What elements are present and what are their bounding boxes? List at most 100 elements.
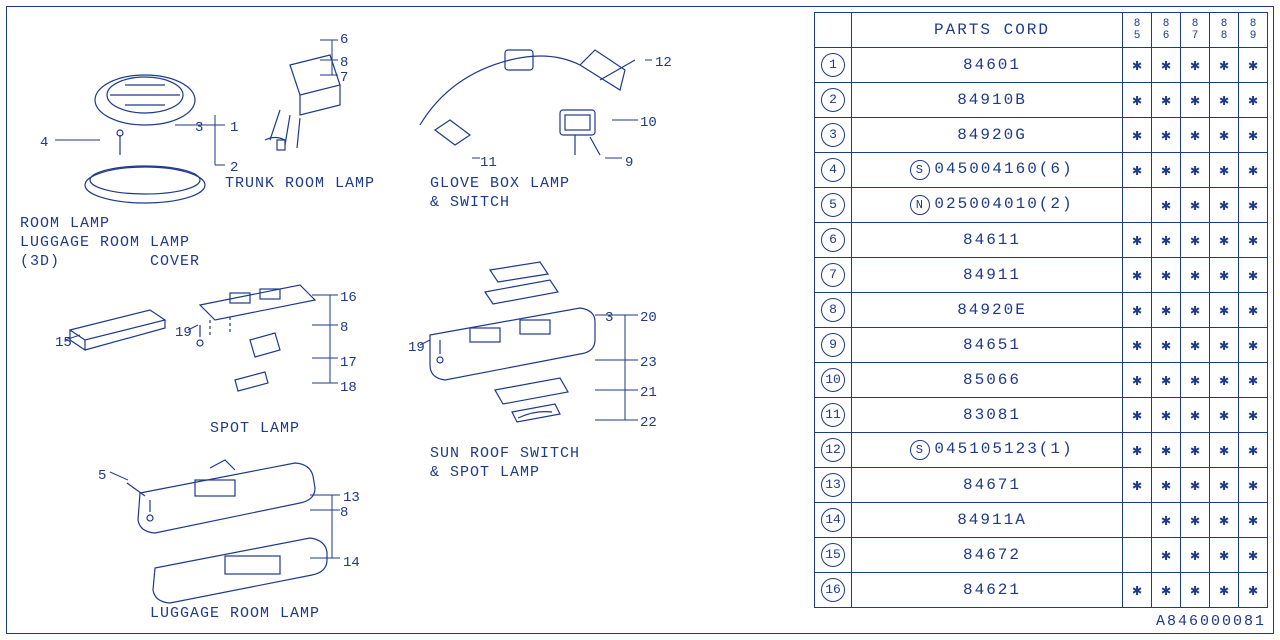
year-mark: ✱ [1152, 118, 1181, 153]
year-mark: ✱ [1123, 83, 1152, 118]
year-mark: ✱ [1239, 118, 1268, 153]
row-index: 4 [815, 153, 852, 188]
year-mark: ✱ [1152, 573, 1181, 608]
callout-23: 23 [640, 355, 657, 371]
group-label-spot-lamp: SPOT LAMP [210, 420, 300, 439]
part-code: 84651 [852, 328, 1123, 363]
part-code: 84911A [852, 503, 1123, 538]
year-mark: ✱ [1239, 538, 1268, 573]
part-code: S045004160(6) [852, 153, 1123, 188]
callout-3: 3 [195, 120, 203, 136]
year-mark: ✱ [1181, 118, 1210, 153]
callout-8: 8 [340, 505, 348, 521]
table-row: 4S045004160(6)✱✱✱✱✱ [815, 153, 1268, 188]
callout-11: 11 [480, 155, 497, 171]
callout-8: 8 [340, 320, 348, 336]
year-mark: ✱ [1152, 293, 1181, 328]
year-mark: ✱ [1239, 433, 1268, 468]
group-label-room-lamp: ROOM LAMP LUGGAGE ROOM LAMP (3D) COVER [20, 215, 200, 271]
year-mark: ✱ [1210, 503, 1239, 538]
year-mark: ✱ [1239, 48, 1268, 83]
part-code: 84910B [852, 83, 1123, 118]
part-code: 85066 [852, 363, 1123, 398]
row-index: 1 [815, 48, 852, 83]
callout-17: 17 [340, 355, 357, 371]
row-index: 3 [815, 118, 852, 153]
year-mark: ✱ [1181, 83, 1210, 118]
part-code: 84920E [852, 293, 1123, 328]
header-parts-cord: PARTS CORD [852, 13, 1123, 48]
year-mark: ✱ [1210, 293, 1239, 328]
table-row: 1584672✱✱✱✱ [815, 538, 1268, 573]
year-mark: ✱ [1181, 503, 1210, 538]
year-mark: ✱ [1152, 188, 1181, 223]
callout-18: 18 [340, 380, 357, 396]
year-mark: ✱ [1123, 48, 1152, 83]
parts-table-body: 184601✱✱✱✱✱284910B✱✱✱✱✱384920G✱✱✱✱✱4S045… [815, 48, 1268, 608]
callout-13: 13 [343, 490, 360, 506]
parts-table: PARTS CORD 85 86 87 88 89 184601✱✱✱✱✱284… [814, 12, 1268, 608]
year-mark: ✱ [1123, 223, 1152, 258]
year-mark: ✱ [1152, 328, 1181, 363]
year-mark: ✱ [1239, 223, 1268, 258]
callout-15: 15 [55, 335, 72, 351]
callout-16: 16 [340, 290, 357, 306]
row-index: 11 [815, 398, 852, 433]
part-code: 84611 [852, 223, 1123, 258]
row-index: 8 [815, 293, 852, 328]
part-code: N025004010(2) [852, 188, 1123, 223]
header-year-85: 85 [1123, 13, 1152, 48]
year-mark: ✱ [1123, 398, 1152, 433]
year-mark: ✱ [1123, 363, 1152, 398]
callout-19: 19 [408, 340, 425, 356]
row-index: 10 [815, 363, 852, 398]
group-label-glove-lamp: GLOVE BOX LAMP & SWITCH [430, 175, 570, 213]
callout-7: 7 [340, 70, 348, 86]
year-mark: ✱ [1210, 573, 1239, 608]
table-row: 12S045105123(1)✱✱✱✱✱ [815, 433, 1268, 468]
year-mark: ✱ [1181, 328, 1210, 363]
table-row: 684611✱✱✱✱✱ [815, 223, 1268, 258]
year-mark: ✱ [1181, 363, 1210, 398]
year-mark: ✱ [1210, 153, 1239, 188]
part-code: 84911 [852, 258, 1123, 293]
table-row: 1484911A✱✱✱✱ [815, 503, 1268, 538]
year-mark: ✱ [1239, 293, 1268, 328]
diagram-id: A846000081 [1156, 613, 1266, 630]
year-mark: ✱ [1239, 573, 1268, 608]
callout-6: 6 [340, 32, 348, 48]
group-label-trunk-lamp: TRUNK ROOM LAMP [225, 175, 375, 194]
year-mark: ✱ [1239, 328, 1268, 363]
header-blank [815, 13, 852, 48]
part-code: 84601 [852, 48, 1123, 83]
row-index: 13 [815, 468, 852, 503]
callout-12: 12 [655, 55, 672, 71]
year-mark: ✱ [1181, 188, 1210, 223]
part-code: 84672 [852, 538, 1123, 573]
year-mark: ✱ [1239, 503, 1268, 538]
year-mark: ✱ [1123, 573, 1152, 608]
year-mark: ✱ [1181, 48, 1210, 83]
year-mark: ✱ [1152, 48, 1181, 83]
year-mark: ✱ [1239, 363, 1268, 398]
year-mark: ✱ [1239, 188, 1268, 223]
year-mark: ✱ [1239, 398, 1268, 433]
year-mark: ✱ [1210, 398, 1239, 433]
year-mark: ✱ [1123, 118, 1152, 153]
part-code: 83081 [852, 398, 1123, 433]
part-code: 84920G [852, 118, 1123, 153]
year-mark: ✱ [1123, 293, 1152, 328]
year-mark: ✱ [1210, 258, 1239, 293]
year-mark: ✱ [1152, 83, 1181, 118]
year-mark: ✱ [1210, 48, 1239, 83]
header-year-86: 86 [1152, 13, 1181, 48]
callout-9: 9 [625, 155, 633, 171]
year-mark: ✱ [1181, 433, 1210, 468]
year-mark: ✱ [1123, 433, 1152, 468]
year-mark: ✱ [1181, 468, 1210, 503]
year-mark: ✱ [1181, 538, 1210, 573]
year-mark [1123, 503, 1152, 538]
callout-1: 1 [230, 120, 238, 136]
year-mark: ✱ [1210, 363, 1239, 398]
year-mark: ✱ [1152, 223, 1181, 258]
